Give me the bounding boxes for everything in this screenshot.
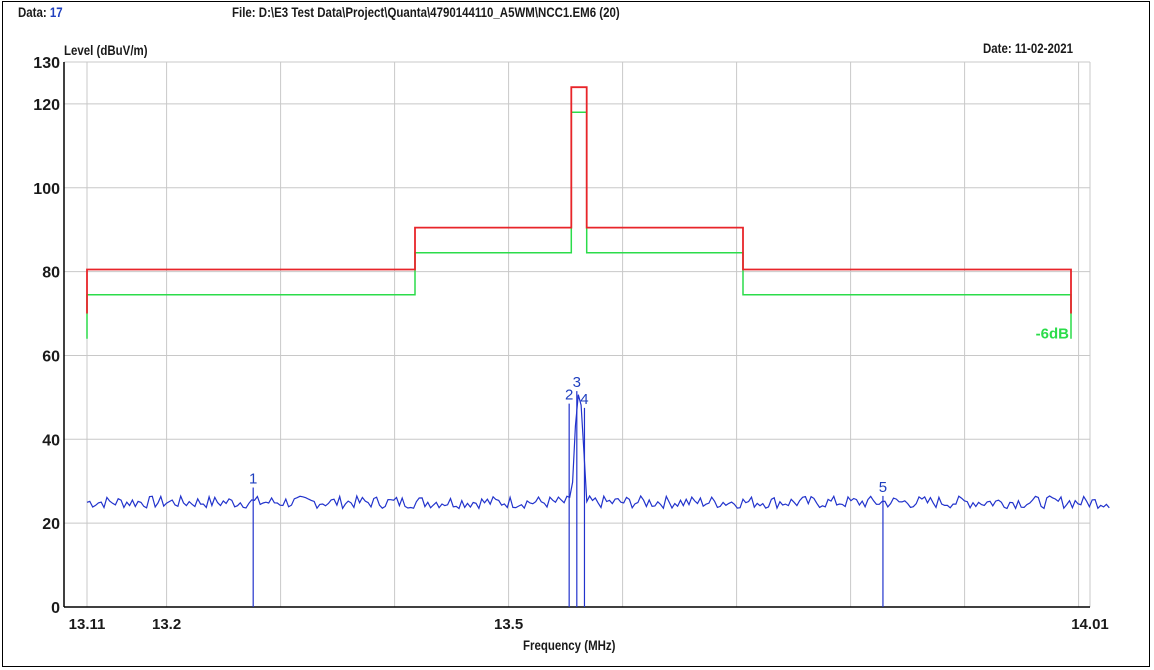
margin-label: -6dB [1036,326,1070,343]
x-tick-label: 13.5 [494,616,523,633]
x-tick-label: 14.01 [1071,616,1109,633]
data-value: 17 [49,4,63,20]
marker-label: 4 [580,391,588,408]
date-label: Date: 11-02-2021 [983,40,1073,56]
y-tick-label: 0 [51,600,60,617]
data-label: Data: 17 [18,4,63,20]
tick-labels: 0 20 40 60 80 100 120 130 13.11 13.2 13.5 14.01 [33,55,1108,633]
marker-label: 1 [249,471,257,488]
markers: 1 234 5 [249,374,887,607]
y-tick-label: 130 [33,55,60,72]
y-tick-label: 60 [42,348,60,365]
marker-label: 3 [573,374,581,391]
y-tick-label: 20 [42,516,60,533]
y-tick-label: 40 [42,432,60,449]
marker-label: 5 [879,479,887,496]
y-tick-label: 80 [42,265,60,282]
y-tick-label: 120 [33,97,60,114]
margin-line [86,111,1072,339]
y-axis-label: Level (dBuV/m) [64,42,148,58]
x-axis-label: Frequency (MHz) [523,637,616,653]
data-label-text: Data: [18,4,47,20]
series: -6dB [86,86,1110,510]
file-path: File: D:\E3 Test Data\Project\Quanta\479… [232,4,620,20]
x-tick-label: 13.11 [69,616,106,633]
x-tick-label: 13.2 [152,616,181,633]
marker-label: 2 [565,387,573,404]
limit-line [86,86,1072,314]
y-tick-label: 100 [33,181,60,198]
measured-trace [86,394,1110,510]
